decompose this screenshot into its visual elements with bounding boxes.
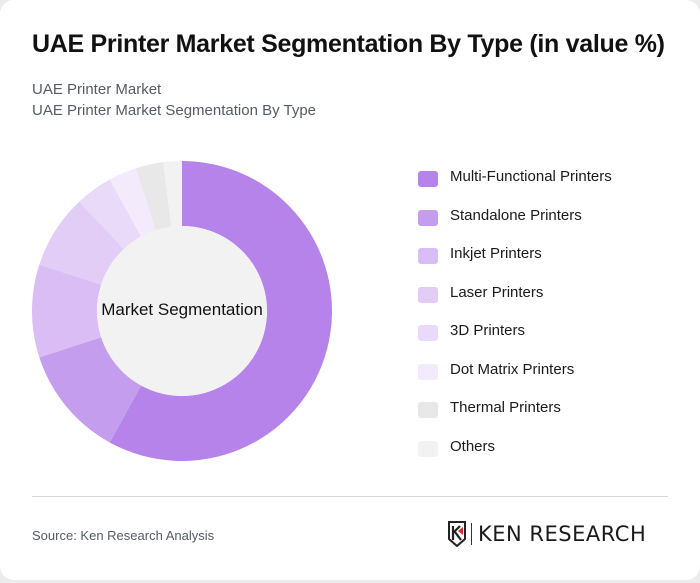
- donut-segment-multi-functional-printers[interactable]: [109, 161, 332, 461]
- legend-label: Standalone Printers: [450, 206, 582, 224]
- donut-segment-thermal-printers[interactable]: [135, 162, 172, 231]
- legend-swatch: [418, 402, 438, 418]
- donut-segment-dot-matrix-printers[interactable]: [109, 168, 156, 237]
- legend-label: Thermal Printers: [450, 399, 561, 416]
- legend-label: Dot Matrix Printers: [450, 360, 575, 378]
- chart-subtitle-market: UAE Printer Market: [32, 81, 162, 98]
- donut-segment-inkjet-printers[interactable]: [32, 264, 102, 358]
- source-note: Source: Ken Research Analysis: [32, 528, 215, 543]
- legend-swatch: [418, 363, 438, 380]
- donut-segment-others[interactable]: [163, 161, 182, 227]
- donut-segment-3d-printers[interactable]: [79, 179, 142, 250]
- legend-label: 3D Printers: [450, 322, 526, 339]
- legend-label: Multi-Functional Printers: [450, 168, 612, 185]
- legend-swatch: [418, 171, 438, 187]
- donut-chart: [32, 161, 332, 461]
- legend-swatch: [418, 248, 438, 264]
- legend-swatch: [418, 440, 438, 457]
- donut-segment-standalone-printers[interactable]: [39, 337, 142, 443]
- donut-center-label: Market Segmentation: [101, 300, 263, 319]
- ken-research-logo-icon: [448, 521, 466, 547]
- legend-label: Others: [450, 437, 496, 455]
- donut-segment-laser-printers[interactable]: [39, 201, 124, 285]
- legend-swatch: [418, 286, 438, 303]
- legend-swatch: [418, 325, 438, 341]
- donut-hole: [97, 226, 267, 396]
- chart-title: UAE Printer Market Segmentation By Type …: [32, 30, 665, 58]
- chart-subtitle-segmentation: UAE Printer Market Segmentation By Type: [32, 102, 317, 119]
- logo-text: KEN RESEARCH: [478, 522, 647, 546]
- logo-separator: [471, 523, 472, 545]
- legend-label: Inkjet Printers: [450, 245, 542, 262]
- footer-divider: [32, 496, 668, 497]
- ken-research-logo: KEN RESEARCH: [447, 520, 646, 548]
- legend-swatch: [418, 209, 438, 226]
- legend-label: Laser Printers: [450, 283, 544, 301]
